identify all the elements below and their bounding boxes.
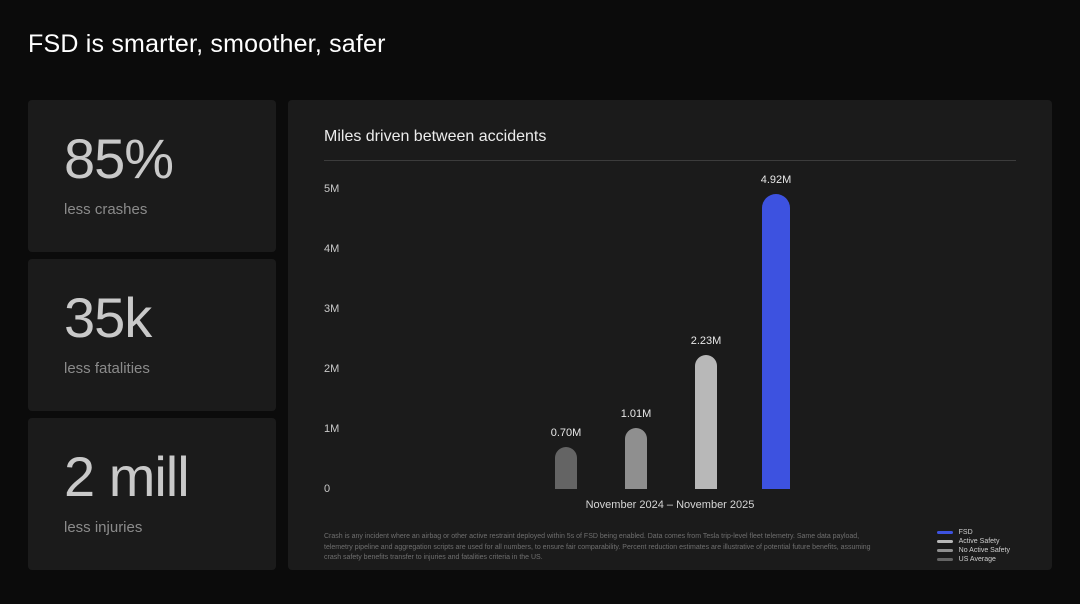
legend-row-no-active-safety: No Active Safety: [936, 546, 1010, 555]
bar-value-label-no-active-safety: 1.01M: [620, 408, 652, 420]
page-title: FSD is smarter, smoother, safer: [28, 30, 386, 58]
chart-card: Miles driven between accidents 0 1M 2M 3M 4M…: [288, 100, 1052, 570]
chart-bar-fsd: [762, 194, 790, 489]
legend-label-no-active-safety: No Active Safety: [958, 547, 1010, 554]
chart-divider: [324, 160, 1016, 161]
chart-bar-active-safety: [695, 355, 717, 489]
y-axis-tick-label: 4M: [324, 243, 340, 255]
legend-swatch-active-safety: [936, 540, 953, 543]
legend-row-fsd: FSD: [936, 528, 1010, 537]
stat-card-fatalities: 35k less fatalities: [28, 259, 276, 411]
chart-plot: 0 1M 2M 3M 4M 5M 0.70M 1.01M 2.23M 4.92M: [288, 100, 1052, 570]
legend-row-active-safety: Active Safety: [936, 537, 1010, 546]
chart-title: Miles driven between accidents: [324, 128, 547, 145]
legend-label-us-average: US Average: [958, 556, 996, 563]
chart-bar-no-active-safety: [625, 428, 647, 489]
stat-value-crashes: 85%: [64, 127, 174, 190]
legend-label-active-safety: Active Safety: [958, 538, 1000, 545]
bar-value-label-us-average: 0.70M: [550, 427, 582, 439]
chart-footnote: Crash is any incident where an airbag or…: [324, 533, 871, 561]
x-axis-label: November 2024 – November 2025: [585, 499, 755, 511]
chart-bar-us-average: [555, 447, 577, 489]
legend-swatch-no-active-safety: [936, 549, 953, 552]
legend-swatch-fsd: [936, 531, 953, 534]
bar-value-label-active-safety: 2.23M: [690, 335, 722, 347]
y-axis-tick-label: 2M: [324, 363, 340, 375]
stat-card-crashes: 85% less crashes: [28, 100, 276, 252]
stat-value-injuries: 2 mill: [64, 445, 190, 508]
legend-swatch-us-average: [936, 558, 953, 561]
stat-label-fatalities: less fatalities: [64, 359, 150, 377]
y-axis-tick-label: 1M: [324, 423, 340, 435]
y-axis-tick-label: 0: [324, 483, 331, 495]
bar-value-label-fsd: 4.92M: [760, 174, 792, 186]
y-axis-tick-label: 5M: [324, 183, 340, 195]
y-axis-tick-label: 3M: [324, 303, 340, 315]
stat-label-crashes: less crashes: [64, 200, 148, 218]
legend-row-us-average: US Average: [936, 555, 1010, 564]
stat-label-injuries: less injuries: [64, 518, 143, 536]
legend-label-fsd: FSD: [958, 529, 973, 536]
stat-value-fatalities: 35k: [64, 286, 152, 349]
stat-card-injuries: 2 mill less injuries: [28, 418, 276, 570]
chart-legend: FSD Active Safety No Active Safety US Avera…: [936, 528, 1010, 564]
